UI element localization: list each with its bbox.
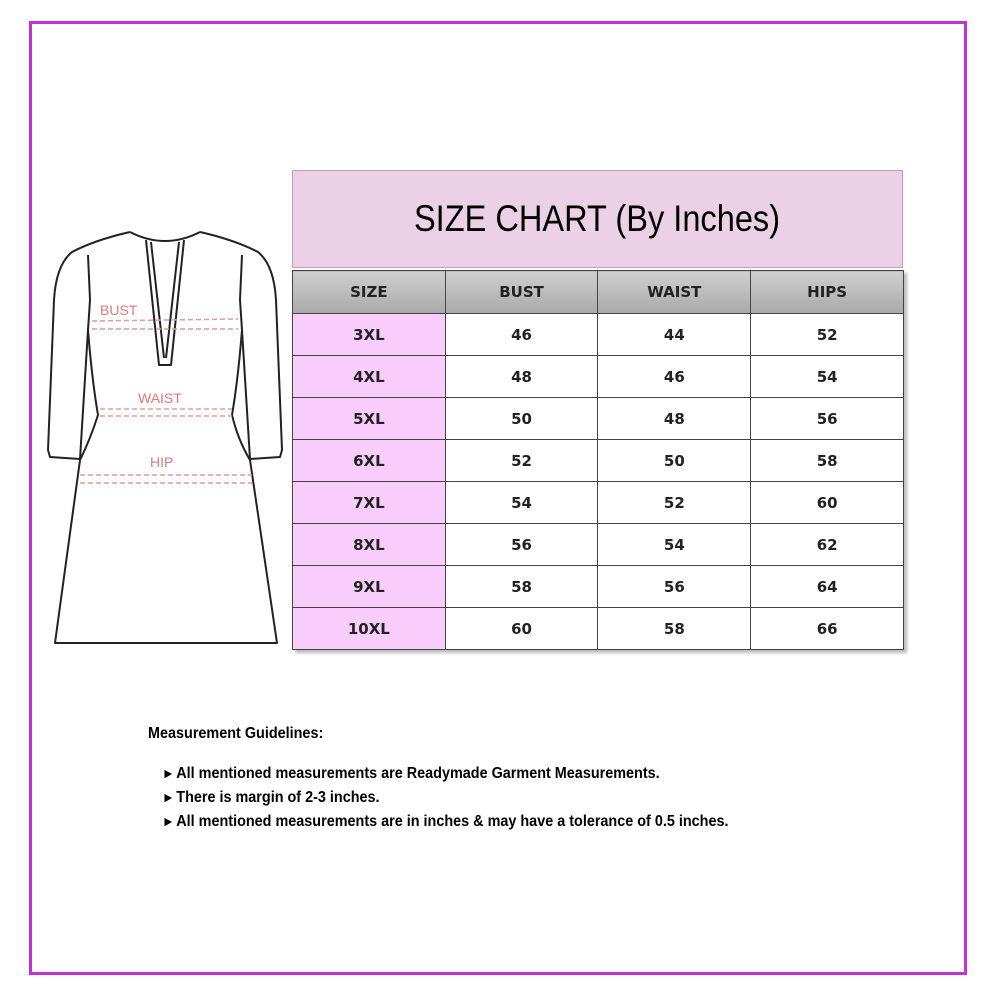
- kurta-outline-right: [199, 231, 283, 460]
- cell-bust: 58: [444, 565, 599, 608]
- cell-hips: 54: [750, 355, 904, 398]
- cell-bust: 48: [444, 355, 599, 398]
- hip-label: HIP: [150, 454, 173, 470]
- right-pointer-arrow-icon: ►: [162, 813, 175, 829]
- bust-line-1: [91, 318, 239, 322]
- cell-hips: 66: [750, 607, 904, 650]
- table-row: 9XL 58 56 64: [292, 565, 904, 608]
- measurement-guidelines: Measurement Guidelines: ► All mentioned m…: [148, 725, 791, 837]
- cell-hips: 60: [750, 481, 904, 524]
- guideline-text: All mentioned measurements are Readymade…: [176, 765, 660, 782]
- cell-hips: 62: [750, 523, 904, 566]
- kurta-body-left: [54, 329, 278, 644]
- right-pointer-arrow-icon: ►: [162, 789, 175, 805]
- table-row: 8XL 56 54 62: [292, 523, 904, 566]
- page-border: [29, 21, 967, 975]
- guideline-text: There is margin of 2-3 inches.: [176, 789, 380, 806]
- guideline-text: All mentioned measurements are in inches…: [176, 813, 729, 830]
- cell-waist: 58: [597, 607, 752, 650]
- kurta-diagram: BUST WAIST HIP: [47, 231, 283, 644]
- cell-size: 3XL: [292, 313, 446, 356]
- cell-size: 6XL: [292, 439, 446, 482]
- table-row: 10XL 60 58 66: [292, 607, 904, 650]
- cell-size: 10XL: [292, 607, 446, 650]
- cell-waist: 54: [597, 523, 752, 566]
- kurta-outline-left: [47, 231, 131, 460]
- cell-waist: 48: [597, 397, 752, 440]
- guideline-item: ► All mentioned measurements are Readymad…: [162, 765, 728, 789]
- guidelines-heading: Measurement Guidelines:: [148, 725, 324, 742]
- cell-hips: 56: [750, 397, 904, 440]
- cell-hips: 64: [750, 565, 904, 608]
- cell-bust: 52: [444, 439, 599, 482]
- cell-size: 8XL: [292, 523, 446, 566]
- title-text: SIZE CHART (By Inches): [414, 198, 781, 239]
- cell-waist: 50: [597, 439, 752, 482]
- size-chart-title: SIZE CHART (By Inches): [292, 170, 903, 268]
- cell-size: 7XL: [292, 481, 446, 524]
- cell-bust: 46: [444, 313, 599, 356]
- table-row: 7XL 54 52 60: [292, 481, 904, 524]
- cell-hips: 52: [750, 313, 904, 356]
- header-bust: BUST: [444, 270, 599, 314]
- size-table: SIZE BUST WAIST HIPS 3XL 46 44 52 4XL 48 46 54 5…: [292, 270, 904, 650]
- waist-label: WAIST: [138, 390, 182, 406]
- right-pointer-arrow-icon: ►: [162, 765, 175, 781]
- cell-waist: 52: [597, 481, 752, 524]
- cell-bust: 56: [444, 523, 599, 566]
- cell-waist: 44: [597, 313, 752, 356]
- cell-bust: 54: [444, 481, 599, 524]
- cell-size: 4XL: [292, 355, 446, 398]
- kurta-neck: [129, 231, 201, 242]
- guideline-item: ► All mentioned measurements are in inche…: [162, 813, 728, 837]
- bust-label: BUST: [100, 302, 138, 318]
- cell-size: 9XL: [292, 565, 446, 608]
- table-row: 5XL 50 48 56: [292, 397, 904, 440]
- header-size: SIZE: [292, 270, 446, 314]
- table-row: 3XL 46 44 52: [292, 313, 904, 356]
- kurta-placket: [145, 239, 185, 366]
- table-row: 4XL 48 46 54: [292, 355, 904, 398]
- header-waist: WAIST: [597, 270, 752, 314]
- cell-waist: 56: [597, 565, 752, 608]
- table-header-row: SIZE BUST WAIST HIPS: [292, 270, 904, 314]
- table-row: 6XL 52 50 58: [292, 439, 904, 482]
- cell-bust: 50: [444, 397, 599, 440]
- cell-size: 5XL: [292, 397, 446, 440]
- guideline-item: ► There is margin of 2-3 inches.: [162, 789, 728, 813]
- header-hips: HIPS: [750, 270, 904, 314]
- cell-bust: 60: [444, 607, 599, 650]
- cell-hips: 58: [750, 439, 904, 482]
- cell-waist: 46: [597, 355, 752, 398]
